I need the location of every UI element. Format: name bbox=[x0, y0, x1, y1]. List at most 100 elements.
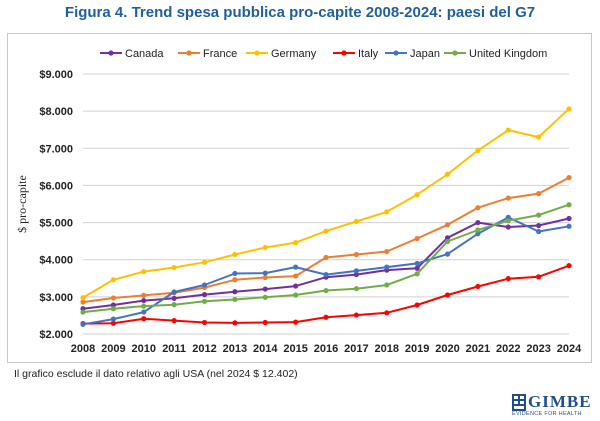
data-point bbox=[505, 276, 511, 282]
x-tick-label: 2009 bbox=[101, 343, 125, 355]
logo-tagline: EVIDENCE FOR HEALTH bbox=[512, 411, 582, 417]
data-point bbox=[566, 215, 572, 222]
legend-item: Canada bbox=[100, 48, 164, 60]
data-point bbox=[293, 264, 299, 270]
data-point bbox=[262, 244, 268, 251]
data-point bbox=[80, 321, 86, 327]
x-tick-label: 2023 bbox=[526, 343, 550, 355]
data-point bbox=[262, 294, 268, 300]
y-tick-label: $7.000 bbox=[39, 143, 73, 155]
x-tick-label: 2015 bbox=[283, 343, 307, 355]
y-tick-label: $4.000 bbox=[39, 255, 73, 267]
data-point bbox=[536, 274, 542, 280]
data-point bbox=[110, 306, 116, 312]
data-point bbox=[80, 309, 86, 315]
legend-item: France bbox=[178, 48, 237, 60]
data-point bbox=[171, 318, 177, 324]
legend-label: United Kingdom bbox=[469, 48, 547, 60]
footnote: Il grafico esclude il dato relativo agli… bbox=[14, 368, 298, 380]
data-point bbox=[232, 277, 238, 283]
data-point bbox=[536, 228, 542, 235]
legend-label: Italy bbox=[358, 48, 379, 60]
x-tick-label: 2022 bbox=[496, 343, 520, 355]
data-point bbox=[262, 319, 268, 326]
data-point bbox=[384, 282, 390, 288]
x-tick-label: 2017 bbox=[344, 343, 368, 355]
data-point bbox=[293, 292, 299, 298]
data-point bbox=[536, 222, 542, 229]
data-point bbox=[262, 270, 268, 276]
data-point bbox=[536, 134, 542, 140]
data-point bbox=[232, 296, 238, 303]
data-point bbox=[353, 312, 359, 318]
data-point bbox=[444, 238, 451, 245]
data-point bbox=[353, 271, 359, 278]
data-point bbox=[80, 299, 86, 305]
data-point bbox=[444, 251, 451, 257]
y-tick-label: $2.000 bbox=[39, 329, 73, 341]
x-tick-label: 2024 bbox=[557, 343, 582, 355]
y-tick-label: $8.000 bbox=[39, 106, 73, 118]
data-point bbox=[566, 223, 572, 229]
data-point bbox=[566, 175, 572, 181]
data-point bbox=[536, 212, 542, 218]
data-point bbox=[414, 271, 420, 277]
data-point bbox=[444, 292, 451, 298]
x-tick-label: 2019 bbox=[405, 343, 429, 355]
data-point bbox=[444, 235, 451, 241]
legend-swatch-marker bbox=[186, 50, 192, 56]
data-point bbox=[353, 218, 359, 225]
data-point bbox=[293, 319, 299, 325]
data-point bbox=[505, 224, 511, 230]
data-point bbox=[110, 302, 116, 308]
data-point bbox=[232, 320, 238, 326]
logo-name: GIMBE bbox=[528, 392, 592, 411]
x-tick-label: 2011 bbox=[162, 343, 186, 355]
data-point bbox=[414, 302, 420, 308]
legend-label: Germany bbox=[271, 48, 317, 60]
data-point bbox=[323, 228, 329, 234]
series-line bbox=[82, 108, 570, 299]
x-tick-label: 2013 bbox=[223, 343, 247, 355]
series-line bbox=[82, 176, 570, 304]
chart-area: $2.000 $3.000 $4.000 $5.000 $6.000 $7.000 $8.0… bbox=[7, 33, 592, 363]
y-tick-label: $9.000 bbox=[39, 69, 73, 81]
legend-item: Italy bbox=[333, 48, 379, 60]
data-point bbox=[232, 270, 238, 277]
data-point bbox=[171, 295, 177, 301]
data-point bbox=[262, 274, 268, 281]
data-point bbox=[293, 283, 299, 289]
x-tick-label: 2016 bbox=[314, 343, 338, 355]
line-chart: $2.000 $3.000 $4.000 $5.000 $6.000 $7.000 $8.0… bbox=[15, 48, 582, 355]
data-point bbox=[414, 235, 420, 242]
data-point bbox=[323, 314, 329, 320]
data-point bbox=[80, 295, 86, 301]
data-point bbox=[171, 264, 177, 271]
data-point bbox=[293, 240, 299, 246]
data-point bbox=[171, 289, 177, 295]
data-point bbox=[353, 286, 359, 292]
y-tick-label: $5.000 bbox=[39, 218, 73, 230]
data-point bbox=[141, 297, 147, 304]
data-point bbox=[201, 282, 208, 288]
data-point bbox=[384, 310, 390, 316]
data-point bbox=[444, 171, 451, 177]
legend-label: Japan bbox=[410, 48, 440, 60]
data-point bbox=[141, 309, 147, 315]
data-point bbox=[475, 147, 481, 154]
data-point bbox=[475, 231, 481, 237]
data-point bbox=[141, 292, 147, 298]
data-point bbox=[566, 263, 572, 269]
data-point bbox=[414, 192, 420, 198]
data-point bbox=[323, 271, 329, 278]
data-point bbox=[141, 269, 147, 275]
data-point bbox=[475, 219, 481, 226]
legend-label: Canada bbox=[125, 48, 164, 60]
legend-item: Germany bbox=[246, 48, 317, 60]
x-tick-label: 2010 bbox=[132, 343, 156, 355]
data-point bbox=[536, 191, 542, 197]
data-point bbox=[384, 209, 390, 215]
y-tick-label: $3.000 bbox=[39, 292, 73, 304]
data-point bbox=[505, 195, 511, 201]
data-point bbox=[141, 316, 147, 322]
